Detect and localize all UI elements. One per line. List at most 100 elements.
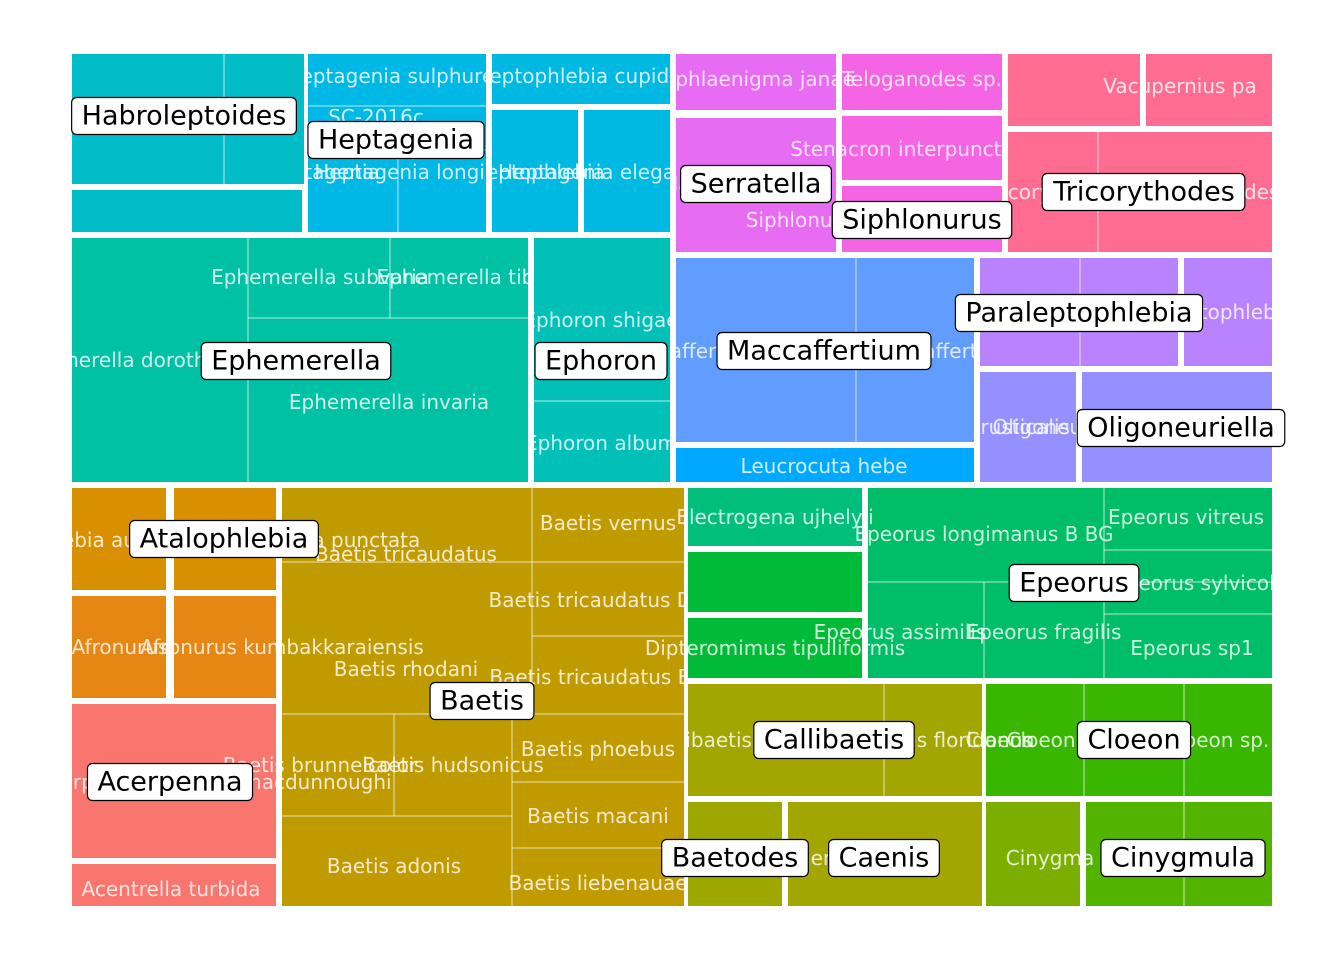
genus-label-box (1041, 172, 1246, 212)
genus-label-box (71, 96, 297, 136)
species-label: Baetis brunneicolor (223, 753, 418, 777)
genus-label-oligoneuriella: Oligoneuriella (1076, 408, 1286, 448)
treemap-cell-dipteromimus (688, 552, 862, 612)
species-label: Dipteromimus tipuliformis (645, 636, 905, 660)
genus-label-text: Oligoneuriella (1087, 413, 1275, 444)
species-label: Electrogena ujhelyii (676, 505, 873, 529)
species-label: Acentrella turbida (82, 877, 261, 901)
treemap-cell-acentrella (72, 864, 276, 906)
species-label: Heptagenia (264, 160, 380, 184)
species-label: Epeorus sp1 (1130, 636, 1253, 660)
species-label: Ephoron album (525, 431, 677, 455)
species-label: Cloeon (966, 728, 1035, 752)
genus-label-cinygmula: Cinygmula (1100, 838, 1266, 878)
treemap-cell-afronurus (72, 596, 166, 698)
species-label: Heptagenia longicauda (314, 160, 546, 184)
genus-label-acerpenna: Acerpenna (86, 762, 254, 802)
genus-label-box (200, 341, 392, 381)
species-label: Ephoron shigae (523, 308, 678, 332)
genus-label-box (680, 164, 832, 204)
treemap-cell-leucrocuta (676, 448, 974, 482)
genus-label-box (954, 293, 1204, 333)
genus-label-box (1076, 720, 1192, 760)
treemap-cell-afronurus (174, 596, 276, 698)
genus-label-box (753, 720, 915, 760)
treemap-cell-leptophlebia (584, 110, 670, 232)
species-label: Vacupernius pa (1103, 74, 1257, 98)
genus-label-box (716, 331, 932, 371)
species-label: Leptophlebia cupida (479, 64, 682, 88)
treemap-cell-leptophlebia (492, 110, 578, 232)
genus-label-box (307, 120, 485, 160)
genus-label-box (1008, 563, 1140, 603)
genus-label-maccaffertium: Maccaffertium (716, 331, 932, 371)
treemap-cell-leptophlebia (492, 54, 670, 104)
species-label: Baetis tricaudatus (315, 542, 497, 566)
treemap-cell-habroleptoides (72, 190, 302, 232)
species-label: Ephemerella subvaria (211, 265, 429, 289)
treemap-cell-tricorythodes (1008, 54, 1140, 126)
species-label: Ephemerella tibialis (376, 265, 573, 289)
genus-label-text: Baetis (440, 686, 524, 717)
treemap-cell-cinygma (986, 802, 1080, 906)
species-label: Epeorus longimanus B BG (854, 522, 1113, 546)
species-label: Cinygma (1006, 846, 1094, 870)
species-label: Baetis adonis (327, 854, 461, 878)
species-label: Baetis liebenauae (508, 871, 687, 895)
genus-label-ephoron: Ephoron (534, 341, 668, 381)
genus-label-text: Ephoron (545, 346, 657, 377)
treemap-cell-siphlonurus (842, 54, 1002, 110)
species-label: Teloganodes sp. (841, 67, 1002, 91)
genus-label-box (534, 341, 668, 381)
genus-label-text: Cloeon (1087, 725, 1180, 756)
genus-labels: Habroleptoides Heptagenia Serratella Siphlo… (71, 96, 1286, 878)
genus-label-callibaetis: Callibaetis (753, 720, 915, 760)
genus-label-tricorythodes: Tricorythodes (1041, 172, 1246, 212)
species-label: Afronurus (72, 635, 169, 659)
genus-label-text: Acerpenna (97, 767, 242, 798)
genus-label-baetis: Baetis (429, 681, 535, 721)
species-label: Baetis rhodani (334, 657, 478, 681)
genus-label-habroleptoides: Habroleptoides (71, 96, 297, 136)
genus-label-epeorus: Epeorus (1008, 563, 1140, 603)
genus-label-text: Tricorythodes (1052, 177, 1235, 208)
species-label: Stenacron interpunctatum (790, 137, 1054, 161)
genus-label-text: Atalophlebia (140, 524, 309, 555)
genus-label-text: Paraleptophlebia (965, 298, 1192, 329)
genus-label-box (831, 200, 1013, 240)
genus-label-paraleptophlebia: Paraleptophlebia (954, 293, 1204, 333)
genus-label-text: Ephemerella (211, 346, 381, 377)
genus-label-text: Cinygmula (1111, 843, 1255, 874)
treemap-cell-serratella (676, 54, 836, 110)
genus-label-text: Caenis (839, 843, 930, 874)
species-label: Afronurus kumbakkaraiensis (140, 635, 424, 659)
species-label: Callibaetis (648, 728, 752, 752)
genus-label-text: Serratella (691, 169, 822, 200)
genus-label-text: Callibaetis (764, 725, 904, 756)
genus-label-box (661, 838, 809, 878)
species-label: Epeorus vitreus (1108, 505, 1264, 529)
genus-label-text: Heptagenia (318, 125, 474, 156)
species-label: Baetis macani (527, 804, 669, 828)
species-label: Epeorus assimilis (814, 620, 987, 644)
genus-label-box (129, 519, 319, 559)
species-label: Nixe rusticalis (930, 415, 1070, 439)
genus-label-atalophlebia: Atalophlebia (129, 519, 319, 559)
species-label: Heptagenia elegantula (498, 160, 726, 184)
genus-label-text: Siphlonurus (842, 205, 1001, 236)
species-label: Heptagenia sulphurea (285, 64, 506, 88)
species-label: Epeorus sylvicola (1113, 571, 1287, 595)
species-label: Baetis phoebus (521, 737, 675, 761)
genus-label-text: Baetodes (672, 843, 799, 874)
genus-label-cloeon: Cloeon (1076, 720, 1192, 760)
genus-label-text: Epeorus (1019, 568, 1129, 599)
treemap-cell-oligoneuriella (980, 372, 1076, 482)
genus-label-caenis: Caenis (828, 838, 940, 878)
treemap-cell-dipteromimus (688, 618, 862, 678)
genus-label-box (1100, 838, 1266, 878)
treemap-cell-siphlonurus (842, 116, 1002, 180)
treemap-cell-tricorythodes (1146, 54, 1272, 126)
species-label: Baetis hudsonicus (362, 753, 543, 777)
genus-label-box (1076, 408, 1286, 448)
